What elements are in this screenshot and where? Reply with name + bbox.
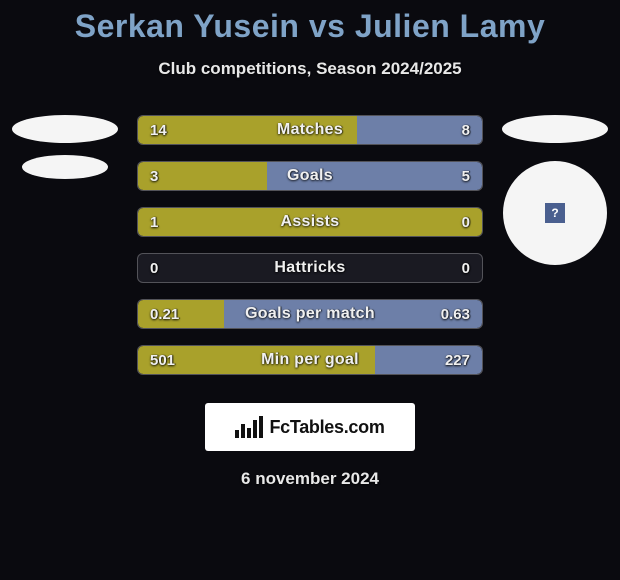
- infographic-root: Serkan Yusein vs Julien Lamy Club compet…: [0, 0, 620, 489]
- stat-bar: 0.210.63Goals per match: [137, 299, 483, 329]
- question-icon: ?: [545, 203, 565, 223]
- stat-label: Hattricks: [138, 254, 482, 282]
- logo-bar: [241, 424, 245, 438]
- stat-bar: 10Assists: [137, 207, 483, 237]
- stat-label: Goals: [138, 162, 482, 190]
- brand-logo: FcTables.com: [205, 403, 415, 451]
- stat-bars: 148Matches 35Goals 10Assists 00Hattricks 0.2…: [137, 115, 483, 375]
- player-left-column: [9, 115, 121, 179]
- footer-date: 6 november 2024: [0, 469, 620, 489]
- stat-label: Matches: [138, 116, 482, 144]
- bar-chart-icon: [235, 416, 263, 438]
- player-right-club-placeholder: ?: [503, 161, 607, 265]
- brand-text: FcTables.com: [269, 417, 384, 438]
- logo-bar: [259, 416, 263, 438]
- stat-bar: 501227Min per goal: [137, 345, 483, 375]
- player-right-column: ?: [499, 115, 611, 265]
- player-right-avatar-placeholder: [502, 115, 608, 143]
- stat-bar: 00Hattricks: [137, 253, 483, 283]
- logo-bar: [247, 428, 251, 438]
- stat-label: Goals per match: [138, 300, 482, 328]
- logo-bar: [235, 430, 239, 438]
- player-left-avatar-placeholder: [12, 115, 118, 143]
- logo-bar: [253, 420, 257, 438]
- subtitle: Club competitions, Season 2024/2025: [0, 59, 620, 79]
- stat-bar: 148Matches: [137, 115, 483, 145]
- stat-bar: 35Goals: [137, 161, 483, 191]
- stat-label: Assists: [138, 208, 482, 236]
- player-left-club-placeholder: [22, 155, 108, 179]
- content-row: 148Matches 35Goals 10Assists 00Hattricks 0.2…: [0, 115, 620, 375]
- stat-label: Min per goal: [138, 346, 482, 374]
- page-title: Serkan Yusein vs Julien Lamy: [0, 8, 620, 45]
